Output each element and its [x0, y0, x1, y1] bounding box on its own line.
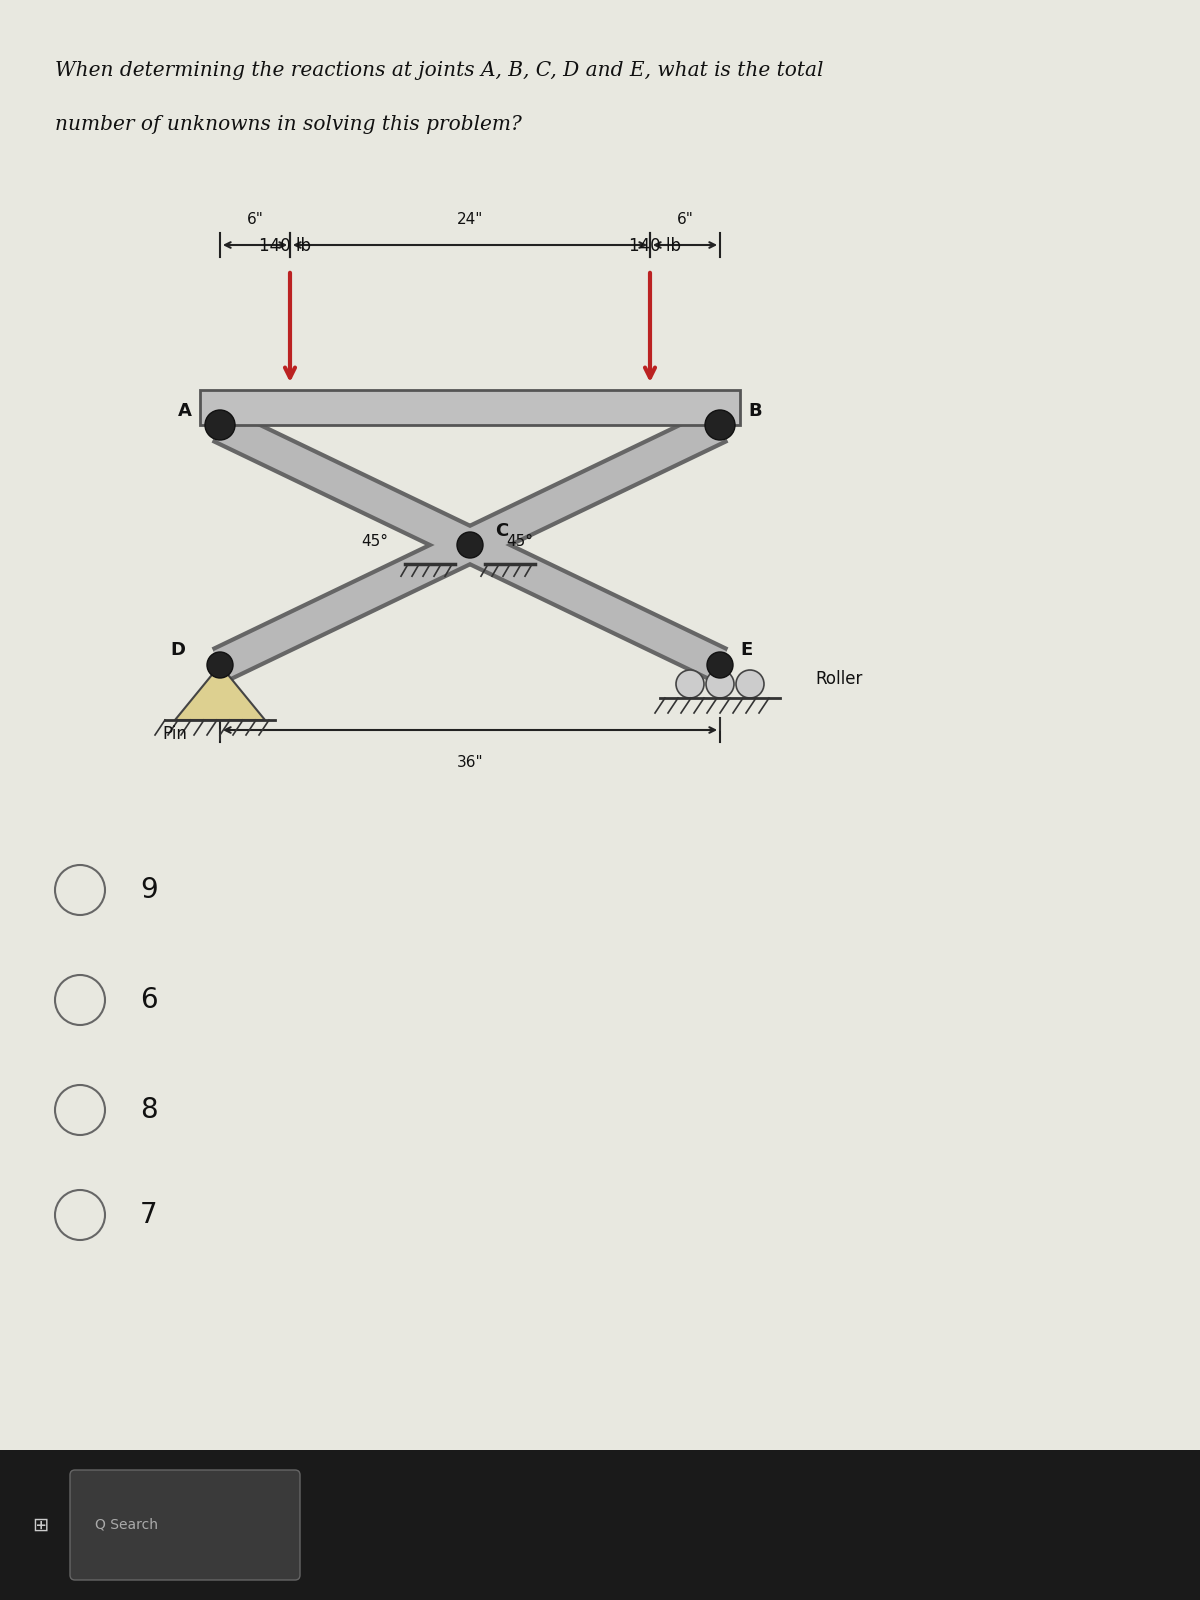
- Circle shape: [706, 410, 734, 440]
- Text: C: C: [496, 522, 509, 539]
- Text: 6": 6": [677, 211, 694, 227]
- Text: When determining the reactions at joints A, B, C, D and E, what is the total: When determining the reactions at joints…: [55, 61, 823, 80]
- Polygon shape: [175, 666, 265, 720]
- FancyBboxPatch shape: [70, 1470, 300, 1581]
- FancyBboxPatch shape: [0, 1450, 1200, 1600]
- Text: 6": 6": [246, 211, 264, 227]
- Text: 140 lb: 140 lb: [629, 237, 682, 254]
- Text: D: D: [170, 642, 185, 659]
- Circle shape: [208, 653, 233, 678]
- Text: 24": 24": [457, 211, 484, 227]
- Text: E: E: [740, 642, 752, 659]
- Circle shape: [676, 670, 704, 698]
- Text: Q Search: Q Search: [95, 1518, 158, 1533]
- Text: 8: 8: [140, 1096, 157, 1123]
- Text: 140 lb: 140 lb: [259, 237, 311, 254]
- Text: 9: 9: [140, 877, 157, 904]
- Circle shape: [706, 670, 734, 698]
- Text: 36": 36": [457, 755, 484, 770]
- Text: 45°: 45°: [361, 534, 389, 549]
- Text: Roller: Roller: [815, 670, 863, 688]
- Text: ⊞: ⊞: [32, 1515, 48, 1534]
- Circle shape: [707, 653, 733, 678]
- Text: 45°: 45°: [506, 534, 534, 549]
- Circle shape: [736, 670, 764, 698]
- Text: B: B: [748, 402, 762, 419]
- Text: 6: 6: [140, 986, 157, 1014]
- Text: 7: 7: [140, 1202, 157, 1229]
- FancyBboxPatch shape: [200, 390, 740, 426]
- Text: Pin: Pin: [162, 725, 187, 742]
- Circle shape: [205, 410, 235, 440]
- Text: number of unknowns in solving this problem?: number of unknowns in solving this probl…: [55, 115, 522, 134]
- Circle shape: [457, 531, 482, 558]
- Text: A: A: [178, 402, 192, 419]
